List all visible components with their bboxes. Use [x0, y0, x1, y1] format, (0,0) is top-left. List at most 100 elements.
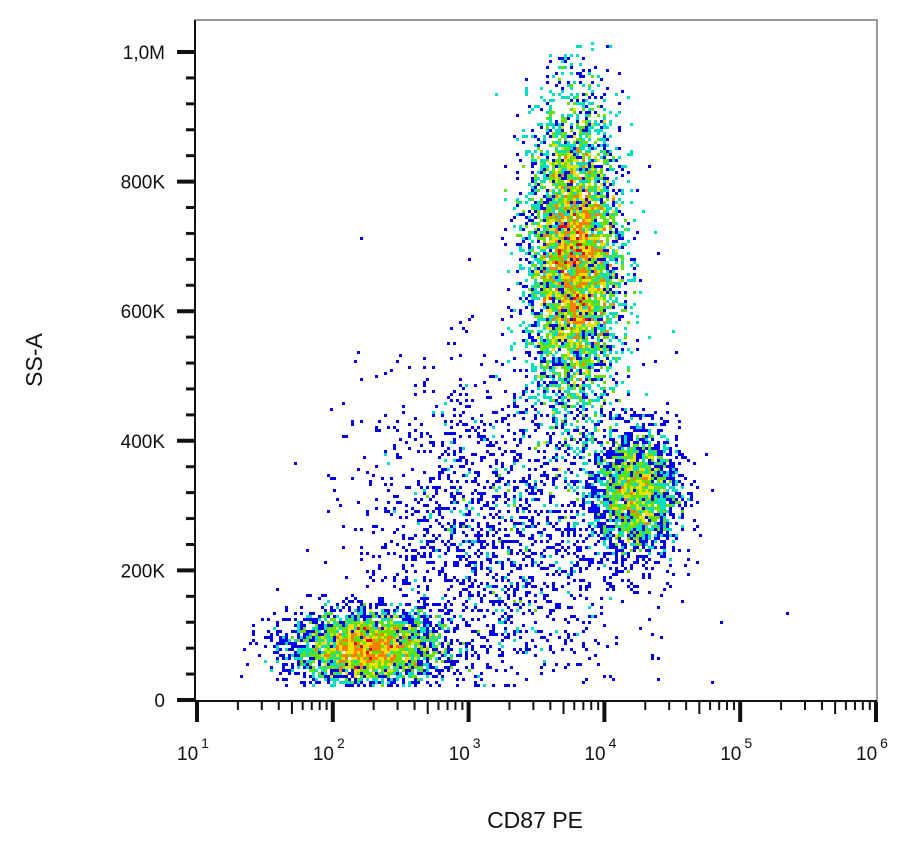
- data-point: [558, 243, 561, 246]
- data-point: [435, 660, 438, 663]
- data-point: [660, 552, 663, 555]
- data-point: [549, 333, 552, 336]
- data-point: [600, 246, 603, 249]
- data-point: [639, 456, 642, 459]
- data-point: [561, 342, 564, 345]
- data-point: [609, 228, 612, 231]
- data-point: [399, 654, 402, 657]
- data-point: [564, 162, 567, 165]
- data-point: [561, 96, 564, 99]
- data-point: [576, 309, 579, 312]
- data-point: [549, 291, 552, 294]
- data-point: [414, 642, 417, 645]
- data-point: [666, 483, 669, 486]
- data-point: [396, 609, 399, 612]
- data-point: [627, 513, 630, 516]
- data-point: [606, 357, 609, 360]
- data-point: [591, 363, 594, 366]
- data-point: [450, 654, 453, 657]
- data-point: [567, 288, 570, 291]
- data-point: [528, 324, 531, 327]
- data-point: [354, 672, 357, 675]
- data-point: [567, 453, 570, 456]
- data-point: [585, 315, 588, 318]
- data-point: [567, 231, 570, 234]
- data-point: [276, 630, 279, 633]
- data-point: [573, 342, 576, 345]
- data-point: [648, 414, 651, 417]
- data-point: [570, 384, 573, 387]
- data-point: [540, 366, 543, 369]
- data-point: [651, 468, 654, 471]
- data-point: [582, 222, 585, 225]
- data-point: [402, 609, 405, 612]
- data-point: [540, 258, 543, 261]
- data-point: [627, 474, 630, 477]
- data-point: [564, 138, 567, 141]
- data-point: [648, 501, 651, 504]
- data-point: [618, 198, 621, 201]
- data-point: [558, 57, 561, 60]
- data-point: [654, 561, 657, 564]
- data-point: [606, 243, 609, 246]
- data-point: [522, 249, 525, 252]
- data-point: [615, 213, 618, 216]
- data-point: [597, 222, 600, 225]
- data-point: [387, 648, 390, 651]
- data-point: [324, 630, 327, 633]
- data-point: [564, 153, 567, 156]
- data-point: [591, 318, 594, 321]
- data-point: [636, 348, 639, 351]
- data-point: [612, 213, 615, 216]
- data-point: [555, 123, 558, 126]
- data-point: [282, 666, 285, 669]
- data-point: [567, 180, 570, 183]
- data-point: [552, 240, 555, 243]
- data-point: [564, 189, 567, 192]
- data-point: [582, 357, 585, 360]
- data-point: [294, 642, 297, 645]
- data-point: [585, 195, 588, 198]
- data-point: [603, 156, 606, 159]
- data-point: [639, 438, 642, 441]
- data-point: [483, 438, 486, 441]
- data-point: [564, 255, 567, 258]
- data-point: [555, 402, 558, 405]
- data-point: [705, 453, 708, 456]
- data-point: [534, 276, 537, 279]
- data-point: [423, 669, 426, 672]
- data-point: [666, 531, 669, 534]
- data-point: [372, 678, 375, 681]
- data-point: [570, 159, 573, 162]
- data-point: [597, 291, 600, 294]
- data-point: [318, 660, 321, 663]
- data-point: [645, 456, 648, 459]
- data-point: [453, 627, 456, 630]
- data-point: [549, 135, 552, 138]
- data-point: [600, 216, 603, 219]
- data-point: [606, 492, 609, 495]
- data-point: [564, 342, 567, 345]
- data-point: [519, 246, 522, 249]
- data-point: [582, 180, 585, 183]
- data-point: [552, 231, 555, 234]
- data-point: [582, 492, 585, 495]
- data-point: [531, 264, 534, 267]
- data-point: [570, 393, 573, 396]
- data-point: [477, 591, 480, 594]
- data-point: [588, 495, 591, 498]
- data-point: [687, 459, 690, 462]
- data-point: [591, 522, 594, 525]
- data-point: [621, 486, 624, 489]
- data-point: [510, 468, 513, 471]
- data-point: [576, 102, 579, 105]
- data-point: [501, 408, 504, 411]
- data-point: [588, 129, 591, 132]
- data-point: [597, 246, 600, 249]
- data-point: [621, 477, 624, 480]
- data-point: [573, 234, 576, 237]
- data-point: [270, 633, 273, 636]
- data-point: [552, 285, 555, 288]
- data-point: [687, 558, 690, 561]
- data-point: [354, 636, 357, 639]
